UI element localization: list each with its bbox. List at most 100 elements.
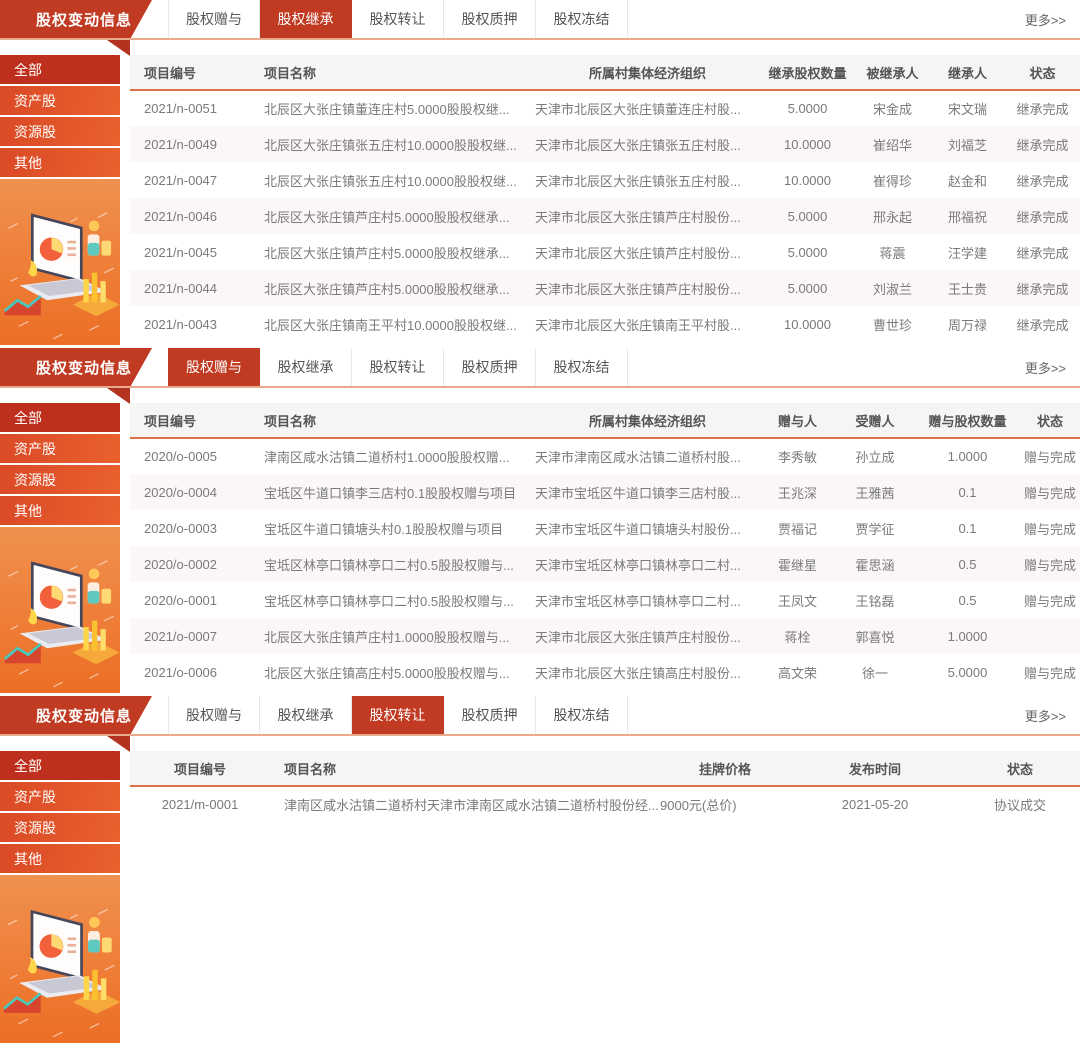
sidebar-item-资产股[interactable]: 资产股: [0, 782, 120, 813]
sidebar-item-全部[interactable]: 全部: [0, 403, 120, 434]
sidebar-item-全部[interactable]: 全部: [0, 751, 120, 782]
tab-股权冻结[interactable]: 股权冻结: [536, 348, 628, 386]
tab-股权质押[interactable]: 股权质押: [444, 696, 536, 734]
cell: 天津市北辰区大张庄镇芦庄村股份...: [535, 209, 741, 225]
tab-bar: 股权赠与 股权继承 股权转让 股权质押 股权冻结: [168, 348, 628, 386]
cell: 继承完成: [1016, 317, 1069, 333]
table-row[interactable]: 2020/o-0003 宝坻区牛道口镇塘头村0.1股股权赠与项目 天津市宝坻区牛道口…: [130, 510, 1080, 546]
panel-title-ribbon: 股权变动信息: [0, 348, 152, 386]
cell: 0.5: [958, 556, 977, 572]
cell: 汪学建: [947, 245, 987, 261]
tab-股权转让[interactable]: 股权转让: [352, 0, 444, 38]
sidebar-item-其他[interactable]: 其他: [0, 148, 120, 179]
tab-股权冻结[interactable]: 股权冻结: [536, 0, 628, 38]
table-row[interactable]: 2021/n-0051 北辰区大张庄镇董连庄村5.0000股股权继... 天津市北辰…: [130, 90, 1080, 126]
cell: 继承完成: [1016, 281, 1069, 297]
tab-股权质押[interactable]: 股权质押: [444, 0, 536, 38]
cell: 孙立成: [855, 450, 895, 465]
equity-panel: 股权变动信息 股权赠与 股权继承 股权转让 股权质押 股权冻结 更多>> 全部 资产股 资源…: [0, 696, 1080, 1046]
table-row[interactable]: 2021/o-0006 北辰区大张庄镇高庄村5.0000股股权赠与... 天津市北辰…: [130, 654, 1080, 690]
cell: 2020/o-0002: [144, 556, 218, 572]
table-row[interactable]: 2021/n-0047 北辰区大张庄镇张五庄村10.0000股股权继... 天津市北…: [130, 162, 1080, 198]
equity-table: 项目编号 项目名称 挂牌价格 发布时间 状态 2021/m-0001 津南区咸水沽镇二道桥…: [130, 751, 1080, 822]
table-row[interactable]: 2021/m-0001 津南区咸水沽镇二道桥村天津市津南区咸水沽镇二道桥村股份经.…: [130, 786, 1080, 822]
cell: 10.0000: [784, 172, 831, 188]
cell: 天津市北辰区大张庄镇张五庄村股...: [535, 173, 741, 189]
column-header: 项目编号: [130, 403, 250, 439]
table-row[interactable]: 2020/o-0002 宝坻区林亭口镇林亭口二村0.5股股权赠与... 天津市宝坻区…: [130, 546, 1080, 582]
sidebar-item-资源股[interactable]: 资源股: [0, 117, 120, 148]
tab-股权赠与[interactable]: 股权赠与: [168, 0, 260, 38]
more-link[interactable]: 更多>>: [1024, 360, 1066, 376]
cell: 宝坻区林亭口镇林亭口二村0.5股股权赠与...: [264, 593, 514, 609]
sidebar-item-其他[interactable]: 其他: [0, 496, 120, 527]
cell: 2020/o-0001: [144, 592, 218, 608]
laptop-chart-illustration: [0, 179, 120, 345]
tab-股权继承[interactable]: 股权继承: [260, 696, 352, 734]
table-header-row: 项目编号 项目名称 所属村集体经济组织 继承股权数量 被继承人 继承人 状态: [130, 55, 1080, 91]
table-row[interactable]: 2021/n-0044 北辰区大张庄镇芦庄村5.0000股股权继承... 天津市北辰…: [130, 270, 1080, 306]
column-header: 赠与人: [760, 403, 835, 439]
cell: 5.0000: [787, 280, 828, 296]
table-row[interactable]: 2021/n-0043 北辰区大张庄镇南王平村10.0000股股权继... 天津市北…: [130, 306, 1080, 342]
cell: 天津市宝坻区林亭口镇林亭口二村...: [535, 593, 741, 609]
sidebar-item-资产股[interactable]: 资产股: [0, 434, 120, 465]
table-row[interactable]: 2021/n-0045 北辰区大张庄镇芦庄村5.0000股股权继承... 天津市北辰…: [130, 234, 1080, 270]
ribbon-fold: [107, 736, 130, 752]
table-row[interactable]: 2021/n-0046 北辰区大张庄镇芦庄村5.0000股股权继承... 天津市北辰…: [130, 198, 1080, 234]
table-row[interactable]: 2020/o-0005 津南区咸水沽镇二道桥村1.0000股股权赠... 天津市津南…: [130, 438, 1080, 474]
more-link[interactable]: 更多>>: [1024, 12, 1066, 28]
cell: 天津市津南区咸水沽镇二道桥村股...: [535, 450, 741, 465]
table-row[interactable]: 2020/o-0004 宝坻区牛道口镇李三店村0.1股股权赠与项目 天津市宝坻区牛道…: [130, 474, 1080, 510]
table-row[interactable]: 2021/n-0049 北辰区大张庄镇张五庄村10.0000股股权继... 天津市北…: [130, 126, 1080, 162]
sidebar-item-其他[interactable]: 其他: [0, 844, 120, 875]
table-header-row: 项目编号 项目名称 挂牌价格 发布时间 状态: [130, 751, 1080, 787]
cell: 协议成交: [993, 798, 1046, 813]
cell: 继承完成: [1016, 137, 1069, 153]
cell: 2021/m-0001: [161, 797, 239, 812]
cell: 邢永起: [872, 209, 912, 225]
column-header: 继承股权数量: [760, 55, 855, 91]
tab-股权转让[interactable]: 股权转让: [352, 348, 444, 386]
tab-股权继承[interactable]: 股权继承: [260, 348, 352, 386]
cell: 2021/n-0044: [144, 280, 218, 296]
panel-body: 全部 资产股 资源股 其他: [0, 736, 1080, 1046]
cell: 天津市宝坻区牛道口镇塘头村股份...: [535, 521, 741, 537]
cell: 王士贵: [947, 281, 987, 297]
cell: 赠与完成: [1023, 593, 1076, 609]
cell: 宝坻区牛道口镇塘头村0.1股股权赠与项目: [264, 521, 504, 537]
more-link[interactable]: 更多>>: [1024, 708, 1066, 724]
panel-title: 股权变动信息: [36, 359, 133, 377]
cell: 王雅茜: [855, 485, 895, 501]
cell: 2021-05-20: [841, 797, 909, 812]
cell: 天津市北辰区大张庄镇高庄村股份...: [535, 665, 741, 681]
sidebar-item-资源股[interactable]: 资源股: [0, 813, 120, 844]
table-row[interactable]: 2021/o-0007 北辰区大张庄镇芦庄村1.0000股股权赠与... 天津市北辰…: [130, 618, 1080, 654]
sidebar-item-资源股[interactable]: 资源股: [0, 465, 120, 496]
cell: 北辰区大张庄镇张五庄村10.0000股股权继...: [264, 173, 517, 189]
cell: 徐一: [861, 665, 888, 681]
panel-header-bar: 股权变动信息 股权赠与 股权继承 股权转让 股权质押 股权冻结 更多>>: [0, 0, 1080, 56]
cell: 津南区咸水沽镇二道桥村天津市津南区咸水沽镇二道桥村股份经...: [284, 798, 659, 813]
column-header: 项目名称: [250, 55, 535, 91]
tab-股权冻结[interactable]: 股权冻结: [536, 696, 628, 734]
cell: 王铭磊: [855, 593, 895, 609]
sidebar: 全部 资产股 资源股 其他: [0, 40, 120, 348]
cell: 继承完成: [1016, 102, 1069, 117]
tab-股权赠与[interactable]: 股权赠与: [168, 348, 260, 386]
cell: 霍思涵: [855, 557, 895, 573]
sidebar-item-资产股[interactable]: 资产股: [0, 86, 120, 117]
tab-股权赠与[interactable]: 股权赠与: [168, 696, 260, 734]
sidebar-item-全部[interactable]: 全部: [0, 55, 120, 86]
column-header: 所属村集体经济组织: [535, 55, 760, 91]
cell: 北辰区大张庄镇芦庄村1.0000股股权赠与...: [264, 629, 510, 645]
column-header: 所属村集体经济组织: [535, 403, 760, 439]
cell: 蒋震: [879, 245, 906, 261]
column-header: 发布时间: [790, 751, 960, 787]
cell: 天津市北辰区大张庄镇董连庄村股...: [535, 102, 741, 117]
tab-股权质押[interactable]: 股权质押: [444, 348, 536, 386]
column-header: 项目名称: [250, 403, 535, 439]
table-row[interactable]: 2020/o-0001 宝坻区林亭口镇林亭口二村0.5股股权赠与... 天津市宝坻区…: [130, 582, 1080, 618]
tab-股权继承[interactable]: 股权继承: [260, 0, 352, 38]
tab-股权转让[interactable]: 股权转让: [352, 696, 444, 734]
